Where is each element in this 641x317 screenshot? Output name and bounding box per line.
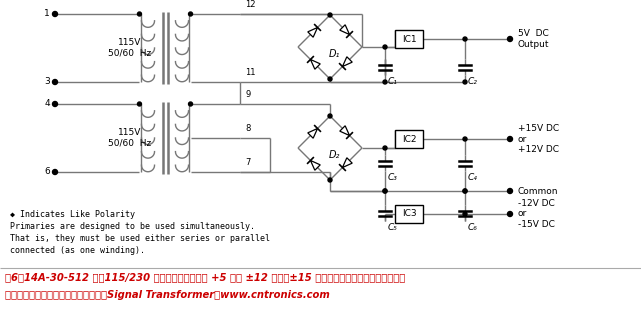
Circle shape <box>328 114 332 118</box>
Text: 115V
50/60  Hz: 115V 50/60 Hz <box>108 38 152 58</box>
Text: Primaries are designed to be used simultaneously.: Primaries are designed to be used simult… <box>10 222 255 231</box>
Circle shape <box>383 45 387 49</box>
Circle shape <box>328 13 332 17</box>
Bar <box>395 205 423 223</box>
Text: D₁: D₁ <box>328 49 340 59</box>
Circle shape <box>383 189 387 193</box>
Circle shape <box>508 36 513 42</box>
Polygon shape <box>342 158 352 168</box>
Circle shape <box>328 178 332 182</box>
Text: ◆ Indicates Like Polarity: ◆ Indicates Like Polarity <box>10 210 135 219</box>
Circle shape <box>463 189 467 193</box>
Circle shape <box>463 137 467 141</box>
Text: -12V DC
or
-15V DC: -12V DC or -15V DC <box>518 199 555 229</box>
Text: IC3: IC3 <box>402 210 416 218</box>
Circle shape <box>383 189 387 193</box>
Circle shape <box>463 80 467 84</box>
Circle shape <box>508 211 513 217</box>
Circle shape <box>328 77 332 81</box>
Circle shape <box>53 80 58 85</box>
Circle shape <box>463 37 467 41</box>
Circle shape <box>508 189 513 193</box>
Text: 9: 9 <box>245 90 250 99</box>
Text: 11: 11 <box>245 68 256 77</box>
Text: IC1: IC1 <box>402 35 416 43</box>
Text: 连接初级和次级处维组。（图片来源：Signal Transformer）www.cntronics.com: 连接初级和次级处维组。（图片来源：Signal Transformer）www.… <box>5 290 329 300</box>
Text: 3: 3 <box>44 77 50 87</box>
Text: C₁: C₁ <box>388 77 398 86</box>
Text: C₅: C₅ <box>388 223 398 232</box>
Polygon shape <box>308 128 317 138</box>
Text: 7: 7 <box>245 158 251 167</box>
Circle shape <box>53 101 58 107</box>
Text: IC2: IC2 <box>402 134 416 144</box>
Polygon shape <box>310 160 320 170</box>
Polygon shape <box>342 57 352 67</box>
Text: 1: 1 <box>44 10 50 18</box>
Circle shape <box>188 12 192 16</box>
Circle shape <box>463 189 467 193</box>
Text: 5V  DC
Output: 5V DC Output <box>518 29 549 49</box>
Text: connected (as one winding).: connected (as one winding). <box>10 246 145 255</box>
Circle shape <box>53 11 58 16</box>
Text: C₃: C₃ <box>388 173 398 182</box>
Text: C₄: C₄ <box>468 173 478 182</box>
Circle shape <box>188 102 192 106</box>
Polygon shape <box>340 126 349 136</box>
Circle shape <box>463 212 467 216</box>
Text: 8: 8 <box>245 124 251 133</box>
Circle shape <box>383 80 387 84</box>
Text: +15V DC
or
+12V DC: +15V DC or +12V DC <box>518 124 559 154</box>
Text: 6: 6 <box>44 167 50 177</box>
Polygon shape <box>308 28 317 37</box>
Circle shape <box>137 12 142 16</box>
Text: That is, they must be used either series or parallel: That is, they must be used either series… <box>10 234 270 243</box>
Text: 4: 4 <box>44 100 50 108</box>
Text: 12: 12 <box>245 0 256 9</box>
Text: Common: Common <box>518 186 558 196</box>
Circle shape <box>53 170 58 174</box>
Text: D₂: D₂ <box>328 150 340 160</box>
Bar <box>395 130 423 148</box>
Bar <box>395 30 423 48</box>
Polygon shape <box>310 60 320 69</box>
Circle shape <box>383 146 387 150</box>
Circle shape <box>137 102 142 106</box>
Polygon shape <box>340 25 349 35</box>
Text: 115V
50/60  Hz: 115V 50/60 Hz <box>108 128 152 148</box>
Text: 图6：14A-30-512 采用115/230 伏输入电压，适用于 +5 伏或 ±12 伏直流±15 伏直流电源，具体取决于用户如何: 图6：14A-30-512 采用115/230 伏输入电压，适用于 +5 伏或 … <box>5 272 405 282</box>
Text: C₂: C₂ <box>468 77 478 86</box>
Circle shape <box>508 137 513 141</box>
Text: C₆: C₆ <box>468 223 478 232</box>
